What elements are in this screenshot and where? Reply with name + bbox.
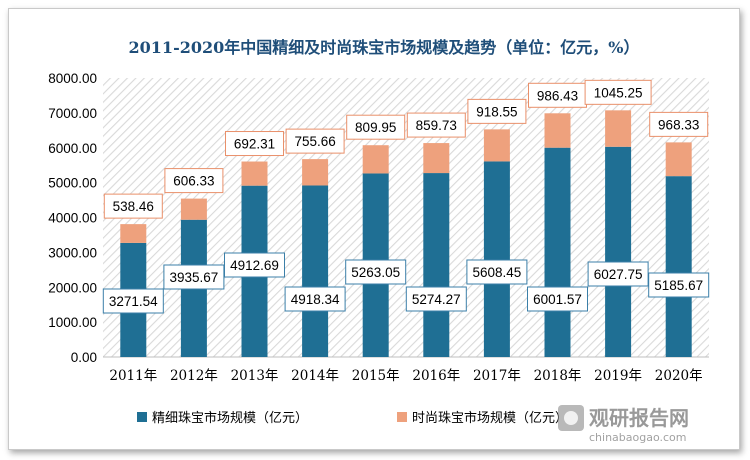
legend-swatch bbox=[397, 412, 407, 422]
svg-text:692.31: 692.31 bbox=[234, 137, 275, 152]
x-tick-label: 2013年 bbox=[231, 368, 279, 384]
svg-text:538.46: 538.46 bbox=[113, 199, 154, 214]
y-tick-label: 4000.00 bbox=[48, 211, 97, 226]
data-label-fashion-jewelry: 986.43 bbox=[528, 82, 587, 108]
svg-text:4918.34: 4918.34 bbox=[291, 292, 340, 307]
bar-fashion-jewelry bbox=[605, 110, 632, 147]
data-label-fine-jewelry: 6027.75 bbox=[587, 261, 649, 287]
data-label-fine-jewelry: 4918.34 bbox=[284, 286, 346, 312]
svg-text:4912.69: 4912.69 bbox=[230, 258, 279, 273]
data-label-fine-jewelry: 6001.57 bbox=[527, 286, 588, 312]
svg-text:755.66: 755.66 bbox=[294, 134, 335, 149]
data-label-fashion-jewelry: 859.73 bbox=[406, 112, 466, 138]
bar-fashion-jewelry bbox=[180, 198, 207, 220]
x-tick-label: 2015年 bbox=[352, 368, 400, 384]
svg-text:5263.05: 5263.05 bbox=[351, 265, 400, 280]
svg-text:859.73: 859.73 bbox=[416, 118, 457, 133]
data-label-fashion-jewelry: 538.46 bbox=[103, 193, 163, 219]
y-tick-label: 0.00 bbox=[71, 350, 97, 365]
chart-title: 2011-2020年中国精细及时尚珠宝市场规模及趋势（单位：亿元，%） bbox=[129, 38, 640, 57]
x-tick-label: 2012年 bbox=[170, 368, 218, 384]
bar-fine-jewelry bbox=[483, 161, 510, 357]
data-label-fine-jewelry: 3271.54 bbox=[102, 288, 164, 314]
bar-fashion-jewelry bbox=[362, 145, 389, 174]
data-label-fashion-jewelry: 809.95 bbox=[346, 114, 406, 140]
chart-frame: 2011-2020年中国精细及时尚珠宝市场规模及趋势（单位：亿元，%） 0.00… bbox=[8, 8, 740, 450]
svg-text:5608.45: 5608.45 bbox=[472, 265, 521, 280]
watermark-logo-icon bbox=[558, 405, 584, 431]
chart: 2011-2020年中国精细及时尚珠宝市场规模及趋势（单位：亿元，%） 0.00… bbox=[48, 38, 710, 444]
y-tick-label: 8000.00 bbox=[48, 71, 97, 86]
x-tick-label: 2017年 bbox=[473, 368, 521, 384]
data-label-fashion-jewelry: 1045.25 bbox=[584, 79, 652, 105]
bar-fashion-jewelry bbox=[120, 224, 147, 243]
bar-fine-jewelry bbox=[423, 173, 450, 357]
watermark-url: chinabaogao.com bbox=[589, 431, 687, 444]
y-tick-label: 3000.00 bbox=[48, 245, 97, 260]
svg-text:918.55: 918.55 bbox=[476, 104, 517, 119]
legend-item: 时尚珠宝市场规模（亿元） bbox=[397, 410, 568, 426]
data-label-fashion-jewelry: 918.55 bbox=[467, 98, 527, 124]
x-tick-label: 2016年 bbox=[412, 368, 460, 384]
svg-text:809.95: 809.95 bbox=[355, 120, 396, 135]
y-tick-label: 6000.00 bbox=[48, 141, 97, 156]
svg-text:968.33: 968.33 bbox=[658, 117, 699, 132]
x-tick-label: 2018年 bbox=[534, 368, 582, 384]
data-label-fashion-jewelry: 755.66 bbox=[285, 128, 345, 154]
svg-text:1045.25: 1045.25 bbox=[594, 85, 643, 100]
bar-fashion-jewelry bbox=[665, 142, 692, 177]
legend-swatch bbox=[137, 412, 147, 422]
legend-item: 精细珠宝市场规模（亿元） bbox=[137, 410, 308, 426]
bar-fashion-jewelry bbox=[302, 159, 329, 186]
x-tick-label: 2011年 bbox=[109, 368, 157, 384]
bar-fashion-jewelry bbox=[423, 143, 450, 174]
bar-fine-jewelry bbox=[665, 176, 692, 357]
watermark-text: 观研报告网 bbox=[589, 406, 689, 430]
watermark: 观研报告网 chinabaogao.com bbox=[558, 405, 689, 444]
x-tick-label: 2019年 bbox=[594, 368, 642, 384]
svg-text:3935.67: 3935.67 bbox=[169, 270, 218, 285]
svg-text:6027.75: 6027.75 bbox=[594, 267, 643, 282]
data-label-fine-jewelry: 5185.67 bbox=[648, 272, 710, 298]
svg-text:3271.54: 3271.54 bbox=[109, 294, 158, 309]
bar-fine-jewelry bbox=[302, 185, 329, 357]
svg-text:5274.27: 5274.27 bbox=[412, 292, 461, 307]
data-label-fashion-jewelry: 968.33 bbox=[649, 111, 709, 137]
data-label-fine-jewelry: 4912.69 bbox=[224, 252, 285, 278]
bar-fashion-jewelry bbox=[544, 113, 571, 148]
svg-text:986.43: 986.43 bbox=[537, 88, 578, 103]
y-tick-label: 2000.00 bbox=[48, 280, 97, 295]
svg-text:5185.67: 5185.67 bbox=[654, 278, 703, 293]
legend-label: 时尚珠宝市场规模（亿元） bbox=[412, 410, 568, 426]
data-label-fine-jewelry: 5263.05 bbox=[345, 259, 407, 285]
bar-fine-jewelry bbox=[605, 146, 632, 357]
y-tick-label: 1000.00 bbox=[48, 315, 97, 330]
data-label-fashion-jewelry: 606.33 bbox=[164, 168, 224, 194]
data-label-fine-jewelry: 5608.45 bbox=[466, 259, 528, 285]
y-tick-label: 7000.00 bbox=[48, 106, 97, 121]
legend-label: 精细珠宝市场规模（亿元） bbox=[152, 410, 308, 426]
data-label-fine-jewelry: 3935.67 bbox=[163, 264, 225, 290]
data-label-fine-jewelry: 5274.27 bbox=[405, 286, 467, 312]
svg-text:606.33: 606.33 bbox=[173, 174, 214, 189]
x-tick-label: 2020年 bbox=[655, 368, 703, 384]
svg-text:6001.57: 6001.57 bbox=[533, 292, 582, 307]
x-tick-label: 2014年 bbox=[291, 368, 339, 384]
y-tick-label: 5000.00 bbox=[48, 176, 97, 191]
bar-fashion-jewelry bbox=[483, 129, 510, 162]
bar-fashion-jewelry bbox=[241, 161, 268, 186]
bar-fine-jewelry bbox=[544, 147, 571, 357]
data-label-fashion-jewelry: 692.31 bbox=[225, 131, 284, 157]
